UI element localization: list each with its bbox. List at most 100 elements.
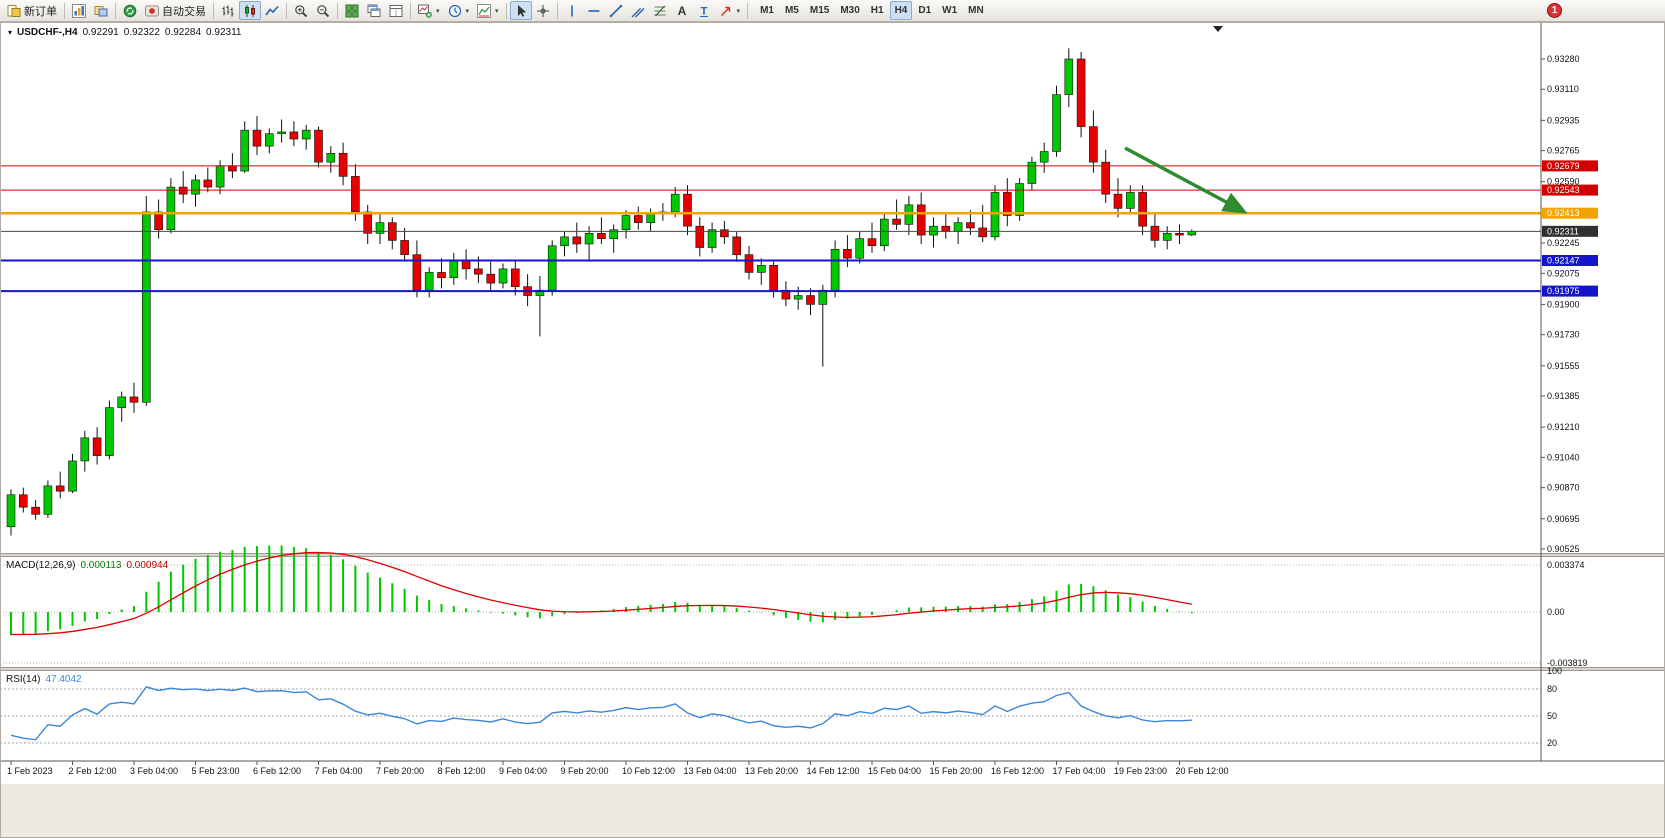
vertical-line-icon [570, 5, 573, 16]
label-icon: T [699, 5, 708, 17]
cascade-windows-icon [367, 4, 381, 17]
svg-text:8 Feb 12:00: 8 Feb 12:00 [438, 766, 486, 776]
timeframe-button-m1[interactable]: M1 [755, 1, 779, 20]
rsi-value: 47.4042 [45, 674, 82, 685]
zoom-in-button[interactable] [290, 1, 312, 20]
price-tag [1542, 184, 1598, 196]
macd-signal-value: 0.000944 [126, 560, 169, 571]
svg-text:0.92245: 0.92245 [1547, 238, 1580, 248]
timeframe-button-h4[interactable]: H4 [889, 1, 913, 20]
price-scale[interactable]: 0.93280 0.93110 0.92935 0.92765 0.92590 0.922… [1540, 22, 1598, 761]
svg-text:-0.003819: -0.003819 [1547, 658, 1588, 668]
horizontal-line-icon [588, 9, 600, 12]
time-axis[interactable]: 1 Feb 2023 2 Feb 12:00 3 Feb 04:00 5 Feb 23… [0, 760, 1665, 776]
timeframe-button-w1[interactable]: W1 [937, 1, 962, 20]
terminal-button[interactable] [119, 1, 141, 20]
channel-button[interactable] [627, 1, 649, 20]
svg-text:19 Feb 23:00: 19 Feb 23:00 [1114, 766, 1167, 776]
svg-text:0.91975: 0.91975 [1547, 286, 1580, 296]
svg-text:0.90695: 0.90695 [1547, 514, 1580, 524]
ohlc-high: 0.92322 [123, 27, 160, 38]
cursor-icon [517, 4, 526, 17]
bar-chart-icon [222, 5, 234, 16]
svg-text:9 Feb 20:00: 9 Feb 20:00 [561, 766, 609, 776]
timeframe-button-d1[interactable]: D1 [913, 1, 936, 20]
vertical-line-button[interactable] [561, 1, 583, 20]
timeframe-button-mn[interactable]: MN [963, 1, 989, 20]
refresh-icon [123, 4, 137, 17]
tile-windows-icon [345, 4, 359, 17]
macd-main-value: 0.000113 [80, 560, 122, 571]
tile-windows-button[interactable] [341, 1, 363, 20]
data-window-icon [389, 4, 403, 17]
timeframe-group: M1 M5 M15 M30 H1 H4 D1 W1 MN [755, 1, 989, 20]
svg-text:0.91040: 0.91040 [1547, 452, 1580, 462]
svg-text:0.92765: 0.92765 [1547, 146, 1580, 156]
svg-text:0.93110: 0.93110 [1547, 84, 1579, 94]
line-chart-button[interactable] [261, 1, 283, 20]
charts-button[interactable] [68, 1, 90, 20]
notification-count: 1 [1551, 5, 1558, 16]
svg-text:0.90870: 0.90870 [1547, 483, 1580, 493]
horizontal-lines[interactable] [0, 165, 1541, 293]
timeframe-button-m5[interactable]: M5 [780, 1, 804, 20]
dropdown-caret: ▾ [736, 7, 741, 15]
timeframe-button-h1[interactable]: H1 [866, 1, 889, 20]
indicators-button[interactable]: ▾ [473, 1, 503, 20]
cursor-button[interactable] [509, 1, 532, 20]
toolbar-separator [556, 2, 558, 19]
new-order-button[interactable]: 新订单 [3, 1, 61, 20]
fibonacci-button[interactable] [649, 1, 671, 20]
toolbar-separator [213, 2, 214, 19]
label-button[interactable]: T [693, 1, 715, 20]
cascade-windows-button[interactable] [363, 1, 385, 20]
line-chart-icon [265, 5, 279, 15]
svg-text:0.91900: 0.91900 [1547, 299, 1580, 309]
svg-text:14 Feb 12:00: 14 Feb 12:00 [807, 766, 860, 776]
dropdown-caret: ▾ [436, 7, 440, 15]
crosshair-button[interactable] [532, 1, 554, 20]
autotrading-label: 自动交易 [162, 5, 206, 18]
data-window-button[interactable] [385, 1, 407, 20]
svg-text:0.91555: 0.91555 [1547, 361, 1580, 371]
svg-text:0.92413: 0.92413 [1547, 208, 1580, 218]
autotrading-button[interactable]: 自动交易 [141, 1, 210, 20]
svg-text:50: 50 [1547, 711, 1557, 721]
periods-button[interactable]: ▾ [444, 1, 474, 20]
candlestick-chart-button[interactable] [239, 1, 261, 20]
main-toolbar: 新订单 自动交易 ▾ ▾ ▾ A T ▾ M1 M5 M15 M30 H1 H4 D1 W1 M… [0, 0, 1665, 22]
shapes-button[interactable]: ▾ [715, 1, 745, 20]
chart-symbol-period: USDCHF-,H4 [17, 27, 78, 38]
zoom-out-button[interactable] [312, 1, 334, 20]
timeframe-button-m15[interactable]: M15 [805, 1, 834, 20]
dropdown-caret: ▾ [495, 7, 499, 15]
svg-text:15 Feb 20:00: 15 Feb 20:00 [930, 766, 983, 776]
svg-text:1 Feb 2023: 1 Feb 2023 [7, 766, 53, 776]
svg-text:15 Feb 04:00: 15 Feb 04:00 [868, 766, 921, 776]
svg-text:0.90525: 0.90525 [1547, 544, 1580, 554]
svg-text:17 Feb 04:00: 17 Feb 04:00 [1053, 766, 1106, 776]
new-chart-button[interactable]: ▾ [414, 1, 444, 20]
notification-badge[interactable]: 1 [1547, 3, 1562, 18]
clock-icon [448, 4, 461, 17]
trendline-button[interactable] [605, 1, 627, 20]
svg-text:A: A [677, 4, 686, 18]
candlestick-chart-icon [245, 4, 255, 17]
chart-dropdown-icon[interactable]: ▾ [8, 28, 13, 37]
text-button[interactable]: A [671, 1, 693, 20]
bar-chart-button[interactable] [217, 1, 239, 20]
horizontal-line-button[interactable] [583, 1, 605, 20]
ohlc-open: 0.92291 [82, 27, 119, 38]
profiles-button[interactable] [90, 1, 112, 20]
charts-icon [72, 3, 86, 18]
trend-arrow[interactable] [1124, 146, 1248, 214]
price-tag [1542, 285, 1598, 297]
price-tag [1542, 225, 1598, 237]
timeframe-button-m30[interactable]: M30 [835, 1, 864, 20]
svg-text:20 Feb 12:00: 20 Feb 12:00 [1176, 766, 1229, 776]
text-icon: A [677, 4, 686, 18]
svg-text:80: 80 [1547, 684, 1557, 694]
macd-title: MACD(12,26,9) [6, 560, 76, 571]
svg-text:100: 100 [1547, 666, 1562, 676]
